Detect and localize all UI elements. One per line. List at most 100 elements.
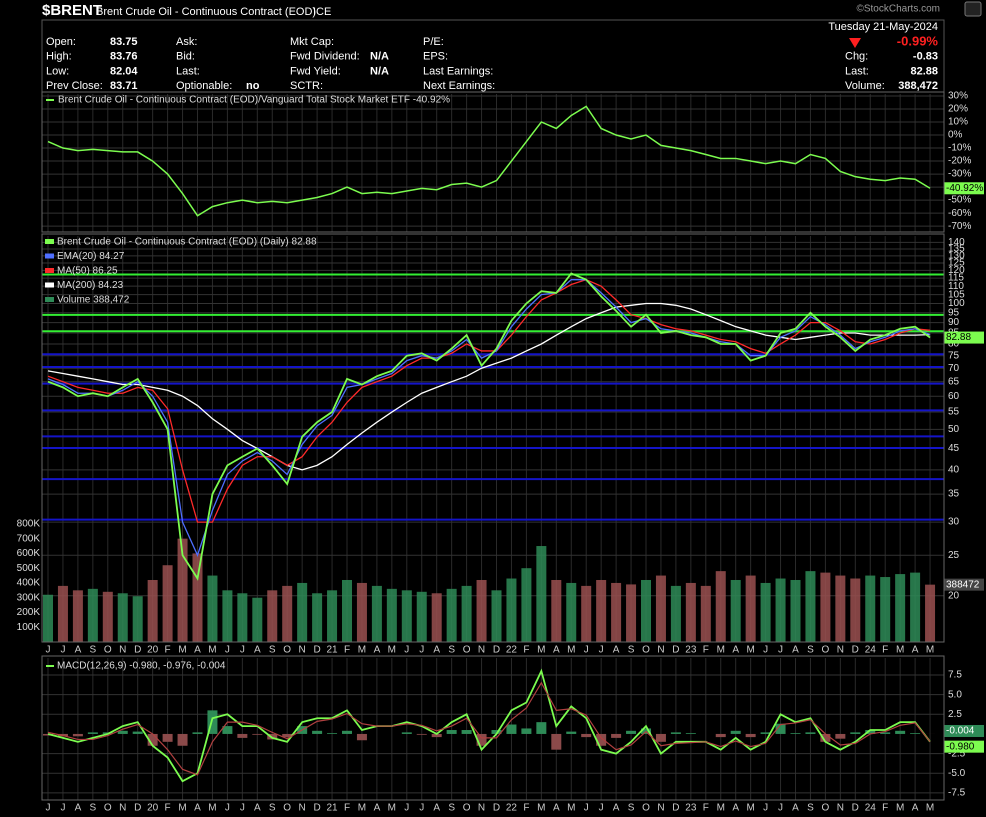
x-tick-label: N [837, 645, 844, 656]
histogram-bar [865, 730, 876, 734]
histogram-bar [491, 730, 502, 734]
x-tick-label: S [628, 645, 635, 656]
x-tick-label: M [178, 645, 186, 656]
volume-bar [342, 579, 352, 642]
legend-icon [45, 253, 54, 259]
histogram-bar [461, 730, 472, 734]
x-tick-label: A [553, 645, 560, 656]
y-tick-label: 600K [17, 548, 41, 559]
histogram-bar [327, 733, 338, 734]
histogram-bar [820, 733, 831, 742]
volume-bar [850, 578, 861, 642]
histogram-bar [910, 733, 921, 734]
x-tick-label: N [119, 803, 126, 814]
x-tick-label: O [283, 645, 291, 656]
y-tick-label: 125 [948, 258, 965, 269]
field-label: High: [46, 51, 72, 63]
histogram-bar [282, 733, 293, 738]
x-tick-label: J [404, 803, 409, 814]
histogram-bar [745, 733, 756, 738]
volume-bar [297, 582, 308, 642]
x-tick-label: M [388, 645, 396, 656]
y-tick-label: 45 [948, 443, 960, 454]
x-tick-label: D [134, 803, 141, 814]
exchange: ICE [313, 6, 331, 18]
menu-button[interactable] [964, 1, 982, 17]
histogram-bar [72, 733, 83, 737]
field-label: Next Earnings: [423, 80, 495, 92]
histogram-bar [715, 733, 726, 738]
field-value: -0.83 [913, 51, 938, 63]
volume-bar [327, 590, 338, 642]
volume-bar [566, 582, 577, 642]
x-tick-label: 21 [326, 803, 338, 814]
x-tick-label: N [837, 803, 844, 814]
watermark: ©StockCharts.com [856, 4, 940, 15]
y-tick-label: -20% [948, 156, 971, 167]
x-tick-label: A [374, 803, 381, 814]
field-label: P/E: [423, 36, 444, 48]
y-tick-label: 90 [948, 317, 960, 328]
series-line [47, 279, 931, 557]
change-pct: -0.99% [897, 33, 939, 48]
field-label: Ask: [176, 36, 197, 48]
volume-bar [685, 582, 696, 642]
x-tick-label: A [75, 803, 82, 814]
x-tick-label: M [717, 803, 725, 814]
x-tick-label: S [807, 803, 814, 814]
legend-label: EMA(20) 84.27 [57, 251, 125, 262]
volume-bar [536, 546, 547, 642]
x-tick-label: S [807, 645, 814, 656]
x-tick-label: M [567, 803, 575, 814]
y-tick-label: 135 [948, 244, 965, 255]
x-tick-label: J [60, 645, 65, 656]
x-tick-label: D [672, 803, 679, 814]
x-tick-label: J [225, 645, 230, 656]
x-tick-label: A [792, 803, 799, 814]
histogram-bar [775, 723, 786, 734]
y-tick-label: 75 [948, 350, 960, 361]
volume-bar [312, 593, 323, 642]
x-tick-label: J [404, 645, 409, 656]
legend-label: Volume 388,472 [57, 295, 130, 306]
x-tick-label: S [90, 803, 97, 814]
y-tick-label: -10% [948, 143, 971, 154]
histogram-bar [835, 733, 846, 739]
last-value-label: 388472 [946, 579, 980, 590]
y-tick-label: 130 [948, 250, 965, 261]
volume-bar [237, 593, 248, 642]
y-tick-label: 10% [948, 117, 968, 128]
histogram-bar [730, 730, 741, 734]
x-tick-label: F [703, 645, 709, 656]
y-tick-label: 80 [948, 339, 960, 350]
volume-bar [581, 585, 592, 642]
y-tick-label: 65 [948, 376, 960, 387]
volume-bar [147, 579, 158, 642]
histogram-bar [162, 733, 173, 742]
legend-icon [45, 239, 54, 244]
last-value-label: -0.004 [946, 726, 975, 737]
histogram-bar [596, 733, 607, 746]
last-value-label: -0.980 [946, 741, 975, 752]
histogram-bar [536, 722, 547, 734]
x-tick-label: 21 [326, 645, 338, 656]
y-tick-label: 110 [948, 281, 964, 292]
x-tick-label: F [165, 645, 171, 656]
legend-label: Brent Crude Oil - Continuous Contract (E… [58, 95, 450, 106]
field-label: Mkt Cap: [290, 36, 334, 48]
y-tick-label: 5.0 [948, 689, 962, 700]
field-value: 83.76 [110, 51, 138, 63]
x-tick-label: N [657, 803, 664, 814]
x-tick-label: A [912, 645, 919, 656]
last-value-box [944, 331, 984, 344]
y-tick-label: 140 [948, 237, 965, 248]
x-tick-label: 24 [865, 803, 877, 814]
series-line [47, 278, 931, 523]
legend-icon [45, 282, 54, 288]
field-label: Fwd Dividend: [290, 51, 360, 63]
x-tick-label: D [672, 645, 679, 656]
x-tick-label: J [419, 803, 424, 814]
histogram-bar [521, 728, 532, 734]
histogram-bar [177, 733, 188, 746]
histogram-bar [222, 726, 233, 734]
